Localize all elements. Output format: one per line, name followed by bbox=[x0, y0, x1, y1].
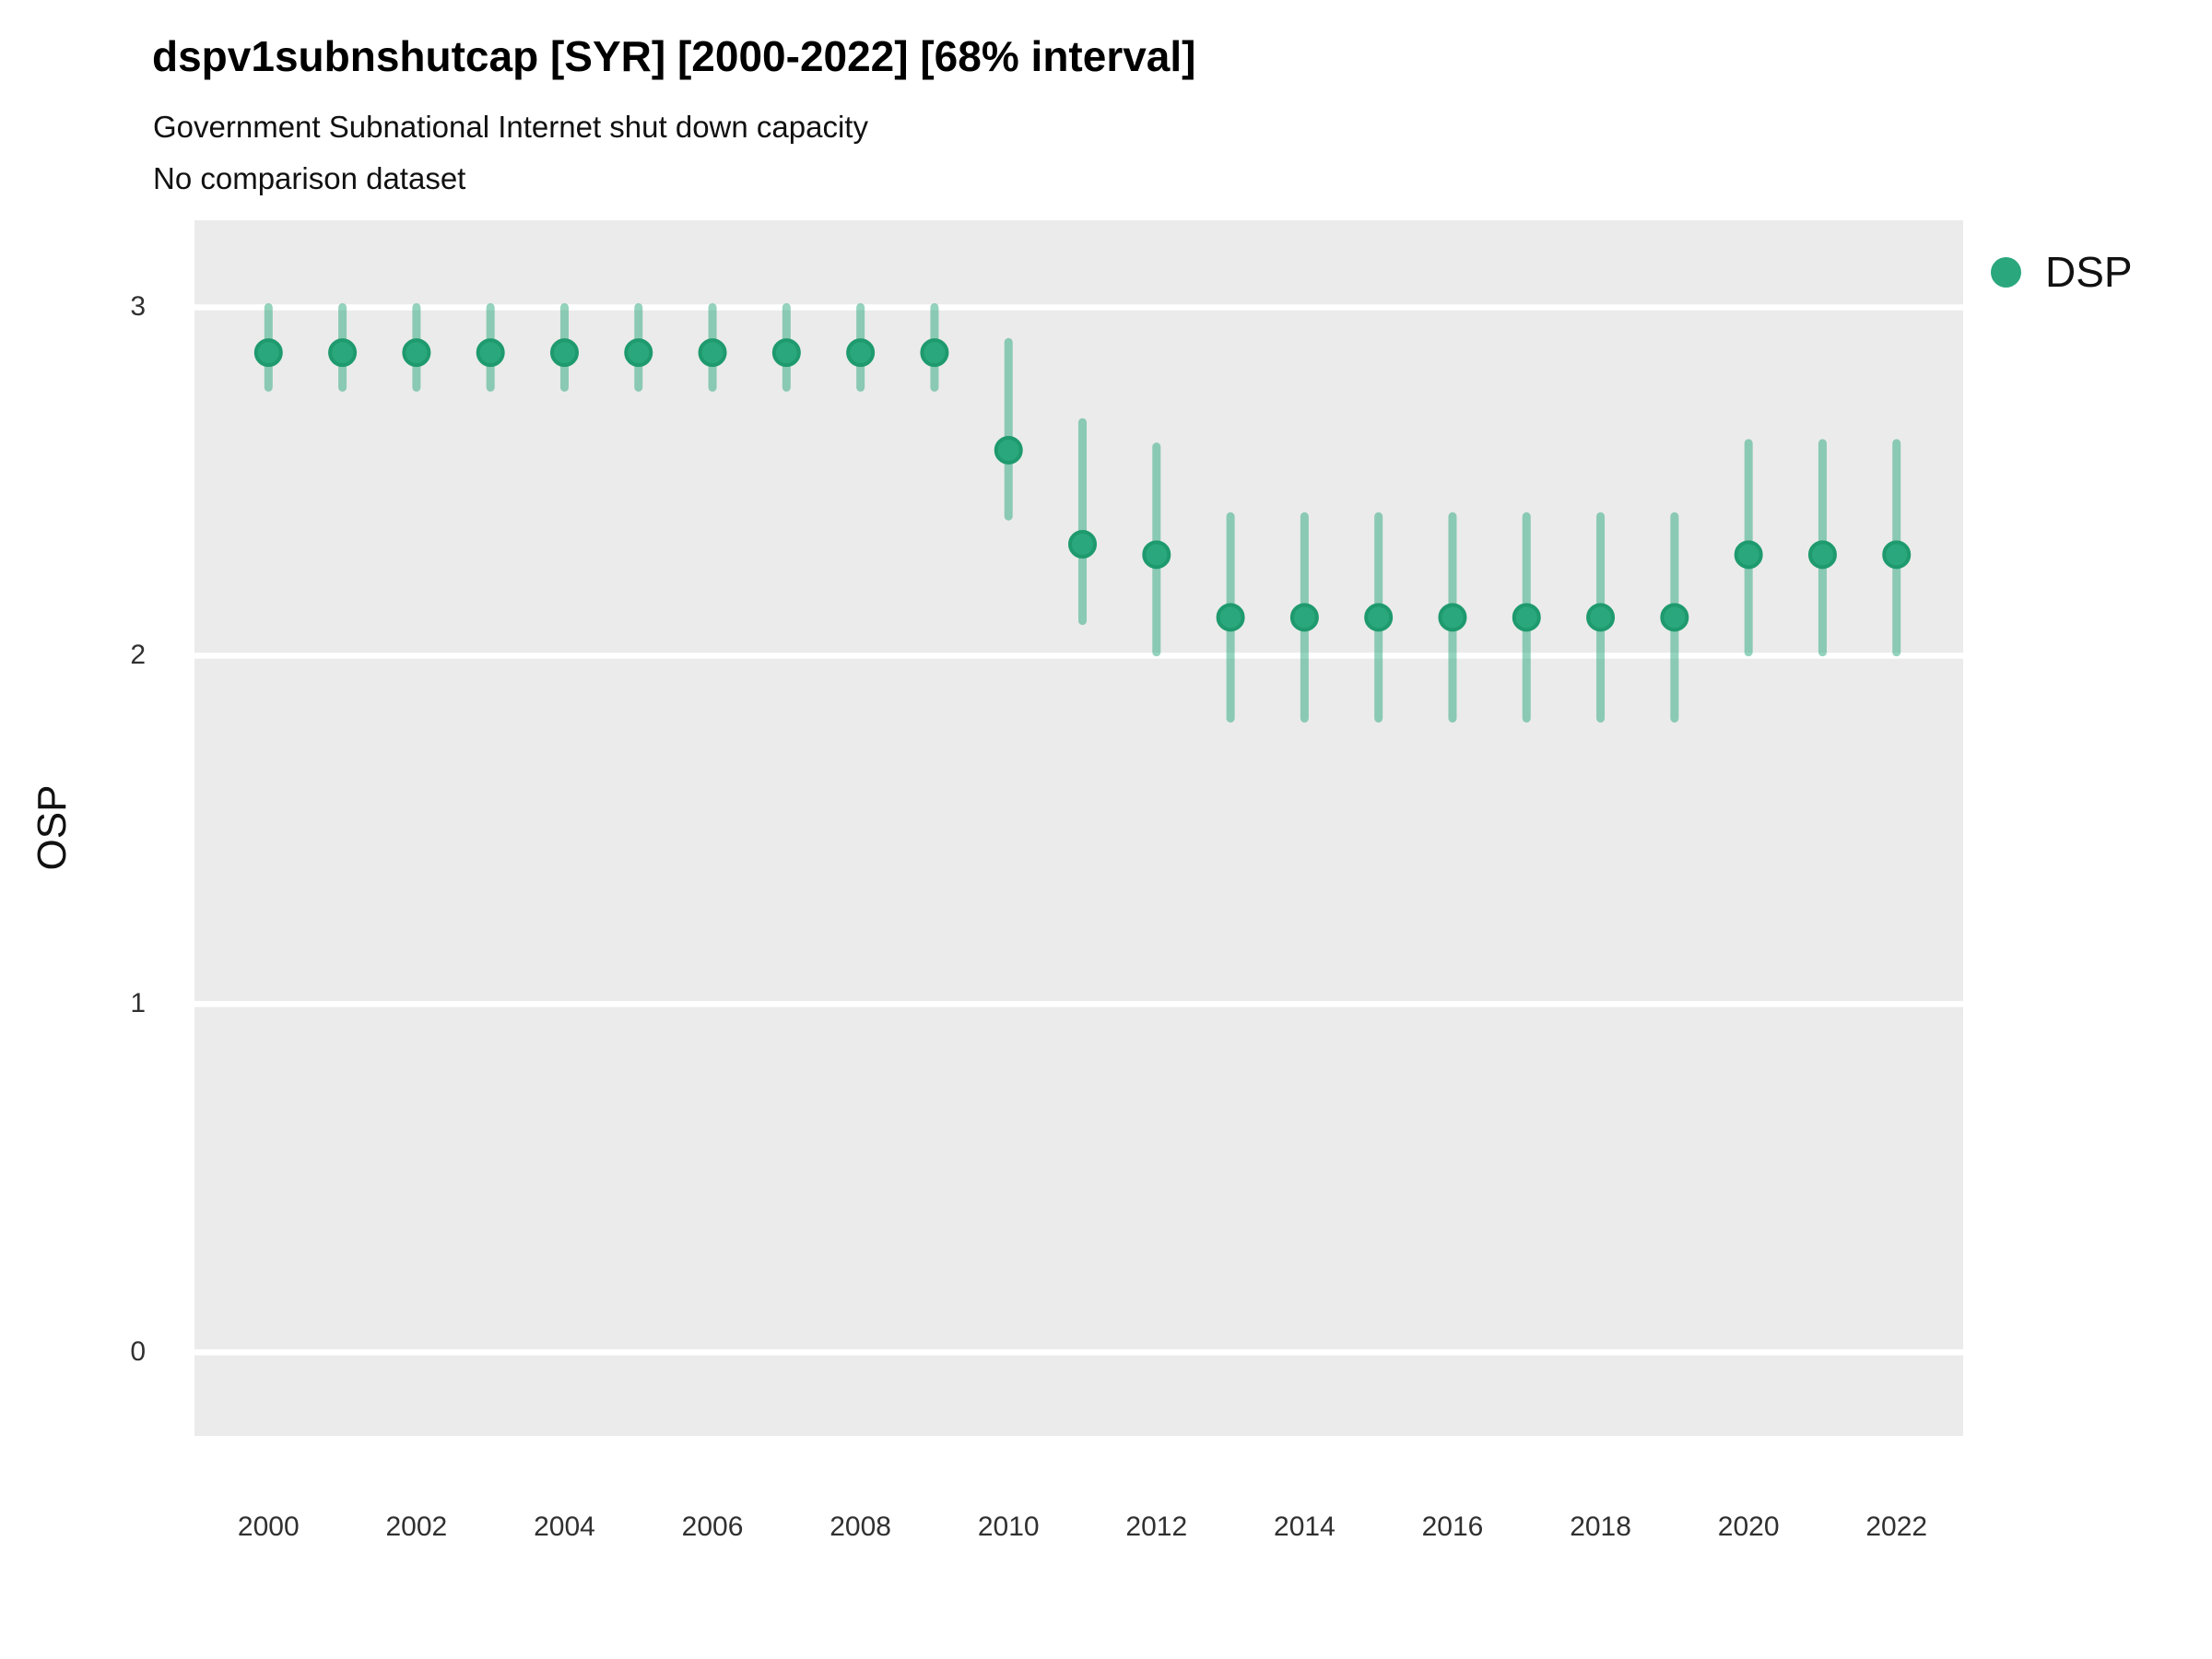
data-point-2012 bbox=[1142, 540, 1171, 570]
y-tick-1: 1 bbox=[130, 988, 146, 1019]
data-point-2014 bbox=[1289, 603, 1319, 632]
data-point-2002 bbox=[402, 338, 431, 368]
chart-note: No comparison dataset bbox=[153, 161, 466, 195]
x-tick-2004: 2004 bbox=[534, 1512, 595, 1542]
x-tick-2018: 2018 bbox=[1570, 1512, 1631, 1542]
chart-subtitle: Government Subnational Internet shut dow… bbox=[153, 110, 868, 144]
x-tick-2016: 2016 bbox=[1421, 1512, 1484, 1542]
data-point-2001 bbox=[328, 338, 358, 368]
x-tick-2022: 2022 bbox=[1865, 1512, 1928, 1542]
data-point-2019 bbox=[1660, 603, 1689, 632]
data-point-2017 bbox=[1512, 603, 1541, 632]
data-point-2020 bbox=[1734, 540, 1763, 570]
legend-label-dsp: DSP bbox=[2045, 248, 2133, 296]
data-point-2011 bbox=[1068, 529, 1098, 559]
data-point-2010 bbox=[994, 435, 1023, 465]
data-point-2022 bbox=[1882, 540, 1912, 570]
data-point-2013 bbox=[1216, 603, 1245, 632]
data-point-2015 bbox=[1364, 603, 1394, 632]
legend: DSP bbox=[1991, 247, 2133, 297]
x-tick-2006: 2006 bbox=[681, 1512, 744, 1542]
data-point-2005 bbox=[624, 338, 653, 368]
data-point-2009 bbox=[920, 338, 949, 368]
x-tick-2012: 2012 bbox=[1125, 1512, 1188, 1542]
data-point-2008 bbox=[846, 338, 876, 368]
panel-background bbox=[194, 220, 1963, 1436]
x-tick-2010: 2010 bbox=[977, 1512, 1040, 1542]
legend-dot-icon bbox=[1991, 256, 2021, 288]
data-point-2007 bbox=[771, 338, 801, 368]
x-tick-2014: 2014 bbox=[1274, 1512, 1335, 1542]
data-point-2000 bbox=[253, 338, 283, 368]
y-tick-0: 0 bbox=[130, 1336, 146, 1368]
data-point-2006 bbox=[698, 338, 727, 368]
data-point-2021 bbox=[1807, 540, 1837, 570]
x-tick-2008: 2008 bbox=[830, 1512, 891, 1542]
data-point-2016 bbox=[1438, 603, 1467, 632]
y-tick-3: 3 bbox=[130, 291, 146, 323]
x-tick-2020: 2020 bbox=[1717, 1512, 1780, 1542]
x-tick-2002: 2002 bbox=[385, 1512, 448, 1542]
x-tick-2000: 2000 bbox=[237, 1512, 300, 1542]
data-point-2018 bbox=[1586, 603, 1616, 632]
y-tick-2: 2 bbox=[130, 640, 146, 671]
data-point-2004 bbox=[549, 338, 579, 368]
data-point-2003 bbox=[476, 338, 505, 368]
chart-title: dspv1subnshutcap [SYR] [2000-2022] [68% … bbox=[152, 32, 1196, 80]
